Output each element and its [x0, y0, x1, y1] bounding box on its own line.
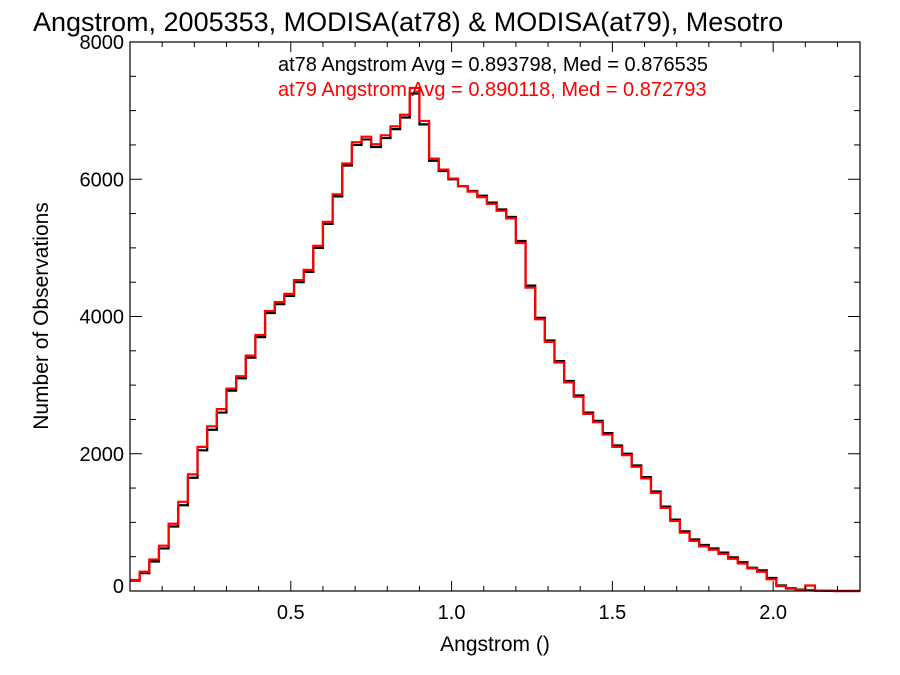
y-tick-label: 8000 [80, 32, 125, 54]
series-line-1 [130, 86, 860, 593]
x-tick-label: 1.5 [598, 602, 626, 624]
series-layer [130, 86, 860, 593]
chart-title: Angstrom, 2005353, MODISA(at78) & MODISA… [33, 7, 783, 37]
tick-labels: 0.5 1.0 1.5 2.0 0 2000 4000 6000 8000 [80, 32, 788, 624]
y-tick-label: 0 [113, 576, 124, 598]
x-tick-label: 1.0 [438, 602, 466, 624]
x-axis-label: Angstrom () [440, 633, 550, 656]
plot-frame [129, 41, 861, 592]
axis-ticks [130, 42, 860, 591]
y-axis-label: Number of Observations [30, 202, 53, 430]
y-tick-label: 6000 [80, 169, 125, 191]
y-tick-label: 4000 [80, 307, 125, 329]
series-line-0 [130, 92, 860, 593]
x-tick-label: 0.5 [277, 602, 305, 624]
annotation-at78: at78 Angstrom Avg = 0.893798, Med = 0.87… [278, 54, 708, 76]
y-tick-label: 2000 [80, 444, 125, 466]
x-tick-label: 2.0 [759, 602, 787, 624]
legend-annotations: at78 Angstrom Avg = 0.893798, Med = 0.87… [278, 54, 708, 101]
annotation-at79: at79 Angstrom Avg = 0.890118, Med = 0.87… [278, 79, 706, 101]
